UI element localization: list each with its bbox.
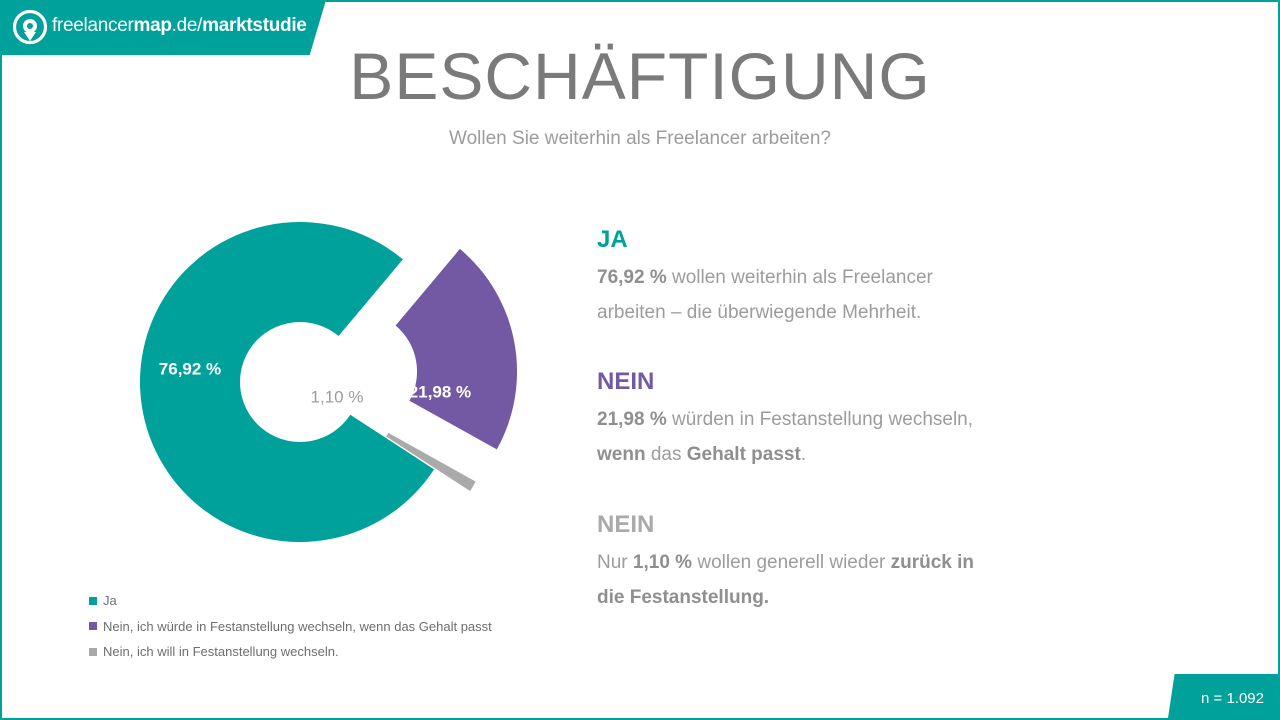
page-title: BESCHÄFTIGUNG: [349, 39, 931, 113]
logo-brand-regular: freelancer: [52, 15, 134, 36]
freelancermap-logo-icon: [12, 9, 48, 45]
info-text-nein: Nur 1,10 % wollen generell wieder zurück…: [597, 545, 1017, 615]
legend-swatch-nein: [89, 647, 97, 656]
info-nein2-line2: die Festanstellung.: [597, 587, 770, 608]
info-ja-line2: arbeiten – die überwiegende Mehrheit.: [597, 302, 922, 323]
info-nein1-percent: 21,98 %: [597, 409, 667, 430]
legend-swatch-ja: [89, 596, 97, 605]
info-heading-nein-wechsel: NEIN: [597, 368, 655, 395]
info-nein2-nur: Nur: [597, 552, 633, 573]
data-label-ja: 76,92 %: [159, 359, 221, 378]
info-text-nein-wechsel: 21,98 % würden in Festanstellung wechsel…: [597, 402, 1017, 472]
info-heading-nein: NEIN: [597, 511, 655, 538]
legend-item-nein: Nein, ich will in Festanstellung wechsel…: [89, 639, 492, 665]
legend-item-nein-wechsel: Nein, ich würde in Festanstellung wechse…: [89, 614, 492, 640]
logo-banner[interactable]: freelancermap.de/marktstudie: [0, 0, 326, 55]
logo-domain: .de/: [171, 15, 203, 36]
info-block-ja: JA 76,92 % wollen weiterhin als Freelanc…: [597, 226, 1017, 330]
page-subtitle: Wollen Sie weiterhin als Freelancer arbe…: [449, 128, 831, 149]
data-label-nein: 1,10 %: [311, 387, 364, 406]
info-nein1-end: .: [800, 444, 807, 465]
info-text-ja: 76,92 % wollen weiterhin als Freelancer …: [597, 260, 1017, 330]
data-label-nein-wechsel: 21,98 %: [409, 382, 471, 401]
logo-brand-bold: map: [133, 15, 172, 36]
info-nein2-line1: wollen generell wieder: [692, 552, 891, 573]
info-ja-percent: 76,92 %: [597, 267, 667, 288]
slice-ja: [140, 222, 435, 543]
info-block-nein-wechsel: NEIN 21,98 % würden in Festanstellung we…: [597, 368, 1017, 472]
info-ja-line1: wollen weiterhin als Freelancer: [666, 267, 933, 288]
logo-section: marktstudie: [202, 15, 307, 36]
slice-nein-wechsel: [395, 248, 518, 450]
info-nein2-percent: 1,10 %: [632, 552, 693, 573]
chart-legend: Ja Nein, ich würde in Festanstellung wec…: [89, 588, 492, 665]
legend-label-ja: Ja: [103, 593, 117, 609]
info-nein2-zurueck: zurück in: [890, 552, 975, 573]
info-nein1-das: das: [645, 444, 687, 465]
legend-label-nein: Nein, ich will in Festanstellung wechsel…: [103, 644, 339, 660]
legend-label-nein-wechsel: Nein, ich würde in Festanstellung wechse…: [103, 618, 492, 634]
slice-nein: [386, 432, 476, 492]
legend-swatch-nein-wechsel: [89, 622, 97, 631]
info-heading-ja: JA: [597, 226, 628, 253]
logo-wordmark: freelancermap.de/marktstudie: [52, 15, 307, 37]
sample-size-text: n = 1.092: [1201, 690, 1264, 707]
info-nein1-gehalt: Gehalt passt: [686, 444, 801, 465]
sample-size-badge: [1168, 674, 1278, 718]
legend-item-ja: Ja: [89, 588, 492, 614]
info-nein1-wenn: wenn: [597, 444, 646, 465]
info-nein1-line1: würden in Festanstellung wechseln,: [666, 409, 974, 430]
info-block-nein: NEIN Nur 1,10 % wollen generell wieder z…: [597, 511, 1017, 615]
